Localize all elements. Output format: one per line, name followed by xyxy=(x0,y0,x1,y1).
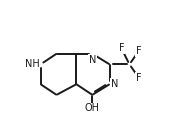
Text: F: F xyxy=(136,46,141,56)
Text: OH: OH xyxy=(85,103,100,113)
Text: F: F xyxy=(119,43,124,53)
Text: N: N xyxy=(111,79,118,89)
Text: NH: NH xyxy=(25,59,39,69)
Text: F: F xyxy=(136,73,141,83)
Text: N: N xyxy=(89,55,96,65)
